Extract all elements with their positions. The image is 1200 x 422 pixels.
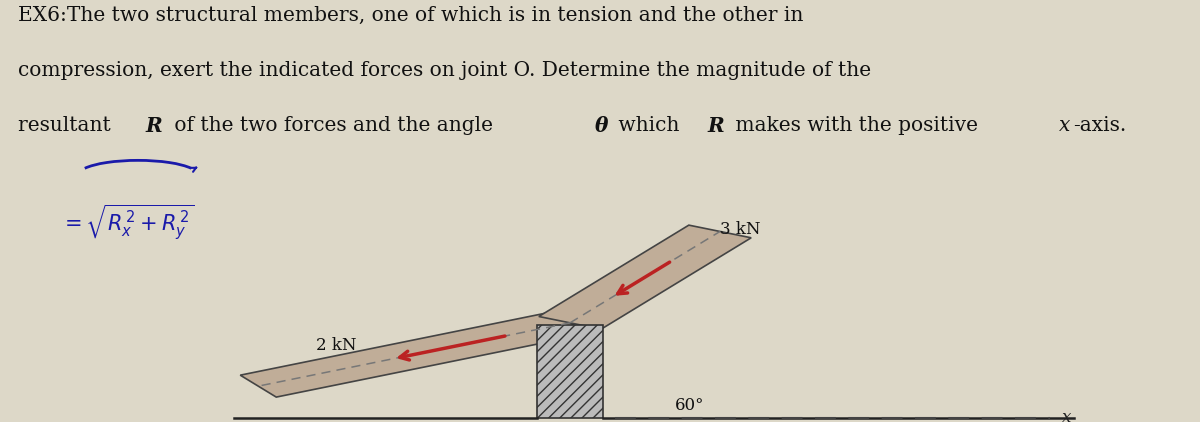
Text: EX6:The two structural members, one of which is in tension and the other in: EX6:The two structural members, one of w… xyxy=(18,6,803,25)
Text: of the two forces and the angle: of the two forces and the angle xyxy=(168,116,499,135)
Text: $= \sqrt{R_x^{\,2} + R_y^{\,2}}$: $= \sqrt{R_x^{\,2} + R_y^{\,2}}$ xyxy=(60,203,194,243)
Polygon shape xyxy=(240,312,588,397)
Text: 2 kN: 2 kN xyxy=(316,338,356,354)
Text: makes with the positive: makes with the positive xyxy=(730,116,984,135)
Text: which: which xyxy=(612,116,686,135)
Text: 60°: 60° xyxy=(674,397,704,414)
Text: -axis.: -axis. xyxy=(1073,116,1127,135)
Bar xyxy=(538,325,604,418)
Polygon shape xyxy=(539,225,751,329)
Text: x: x xyxy=(1062,409,1072,422)
Text: R: R xyxy=(146,116,163,136)
Text: compression, exert the indicated forces on joint O. Determine the magnitude of t: compression, exert the indicated forces … xyxy=(18,61,871,80)
Text: 3 kN: 3 kN xyxy=(720,221,761,238)
Text: x: x xyxy=(1058,116,1070,135)
Text: R: R xyxy=(708,116,725,136)
Text: resultant: resultant xyxy=(18,116,118,135)
Text: θ: θ xyxy=(595,116,608,136)
